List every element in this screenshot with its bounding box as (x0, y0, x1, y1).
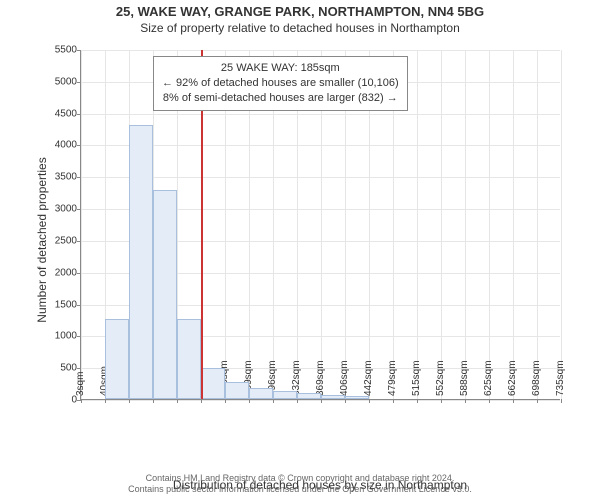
x-tick-mark (225, 399, 226, 403)
x-tick-mark (249, 399, 250, 403)
annotation-line-2: ← 92% of detached houses are smaller (10… (162, 76, 399, 91)
histogram-bar (273, 391, 297, 399)
y-tick-label: 2000 (43, 267, 77, 278)
x-tick-label: 662sqm (507, 360, 518, 396)
x-tick-label: 369sqm (315, 360, 326, 396)
x-tick-mark (489, 399, 490, 403)
histogram-bar (297, 393, 321, 399)
gridline-v (537, 50, 538, 399)
gridline-v (465, 50, 466, 399)
page-subtitle: Size of property relative to detached ho… (0, 21, 600, 35)
y-tick-label: 500 (43, 363, 77, 374)
x-tick-label: 552sqm (435, 360, 446, 396)
x-tick-mark (177, 399, 178, 403)
x-tick-label: 515sqm (411, 360, 422, 396)
footer-line-2: Contains public sector information licen… (0, 484, 600, 496)
x-tick-label: 406sqm (339, 360, 350, 396)
x-tick-mark (81, 399, 82, 403)
x-tick-mark (129, 399, 130, 403)
x-tick-mark (321, 399, 322, 403)
x-tick-mark (561, 399, 562, 403)
x-tick-mark (513, 399, 514, 403)
x-tick-mark (105, 399, 106, 403)
gridline-v (417, 50, 418, 399)
histogram-bar (249, 388, 273, 399)
x-tick-mark (369, 399, 370, 403)
page-title: 25, WAKE WAY, GRANGE PARK, NORTHAMPTON, … (0, 4, 600, 19)
y-tick-label: 4500 (43, 108, 77, 119)
y-tick-label: 5500 (43, 45, 77, 56)
histogram-bar (201, 368, 225, 399)
x-tick-label: 588sqm (459, 360, 470, 396)
x-tick-mark (465, 399, 466, 403)
gridline-v (489, 50, 490, 399)
annotation-line-3: 8% of semi-detached houses are larger (8… (162, 91, 399, 106)
x-tick-label: 698sqm (531, 360, 542, 396)
plot-area: 0500100015002000250030003500400045005000… (80, 50, 560, 400)
histogram-bar (129, 125, 153, 399)
y-tick-label: 1000 (43, 331, 77, 342)
gridline-v (81, 50, 82, 399)
x-tick-mark (417, 399, 418, 403)
footer-line-1: Contains HM Land Registry data © Crown c… (0, 473, 600, 485)
histogram-bar (345, 396, 369, 399)
x-tick-mark (201, 399, 202, 403)
y-tick-label: 5000 (43, 76, 77, 87)
histogram-bar (153, 190, 177, 399)
x-tick-mark (537, 399, 538, 403)
histogram-bar (321, 395, 345, 399)
annotation-box: 25 WAKE WAY: 185sqm ← 92% of detached ho… (153, 56, 408, 111)
footer-attribution: Contains HM Land Registry data © Crown c… (0, 473, 600, 496)
x-tick-label: 625sqm (483, 360, 494, 396)
histogram-bar (225, 382, 249, 399)
x-tick-label: 479sqm (387, 360, 398, 396)
x-tick-mark (273, 399, 274, 403)
y-tick-label: 2500 (43, 235, 77, 246)
gridline-v (441, 50, 442, 399)
histogram-bar (177, 319, 201, 399)
y-tick-label: 3000 (43, 204, 77, 215)
gridline-v (561, 50, 562, 399)
x-tick-mark (345, 399, 346, 403)
histogram-chart: Number of detached properties 0500100015… (50, 40, 580, 440)
x-tick-mark (153, 399, 154, 403)
y-tick-label: 1500 (43, 299, 77, 310)
title-block: 25, WAKE WAY, GRANGE PARK, NORTHAMPTON, … (0, 0, 600, 35)
gridline-v (513, 50, 514, 399)
x-tick-mark (297, 399, 298, 403)
y-tick-label: 3500 (43, 172, 77, 183)
histogram-bar (105, 319, 129, 399)
y-tick-label: 0 (43, 395, 77, 406)
x-tick-label: 3sqm (75, 372, 86, 396)
annotation-line-1: 25 WAKE WAY: 185sqm (162, 61, 399, 76)
x-tick-label: 735sqm (555, 360, 566, 396)
x-tick-mark (441, 399, 442, 403)
x-tick-mark (393, 399, 394, 403)
y-tick-label: 4000 (43, 140, 77, 151)
x-tick-label: 442sqm (363, 360, 374, 396)
